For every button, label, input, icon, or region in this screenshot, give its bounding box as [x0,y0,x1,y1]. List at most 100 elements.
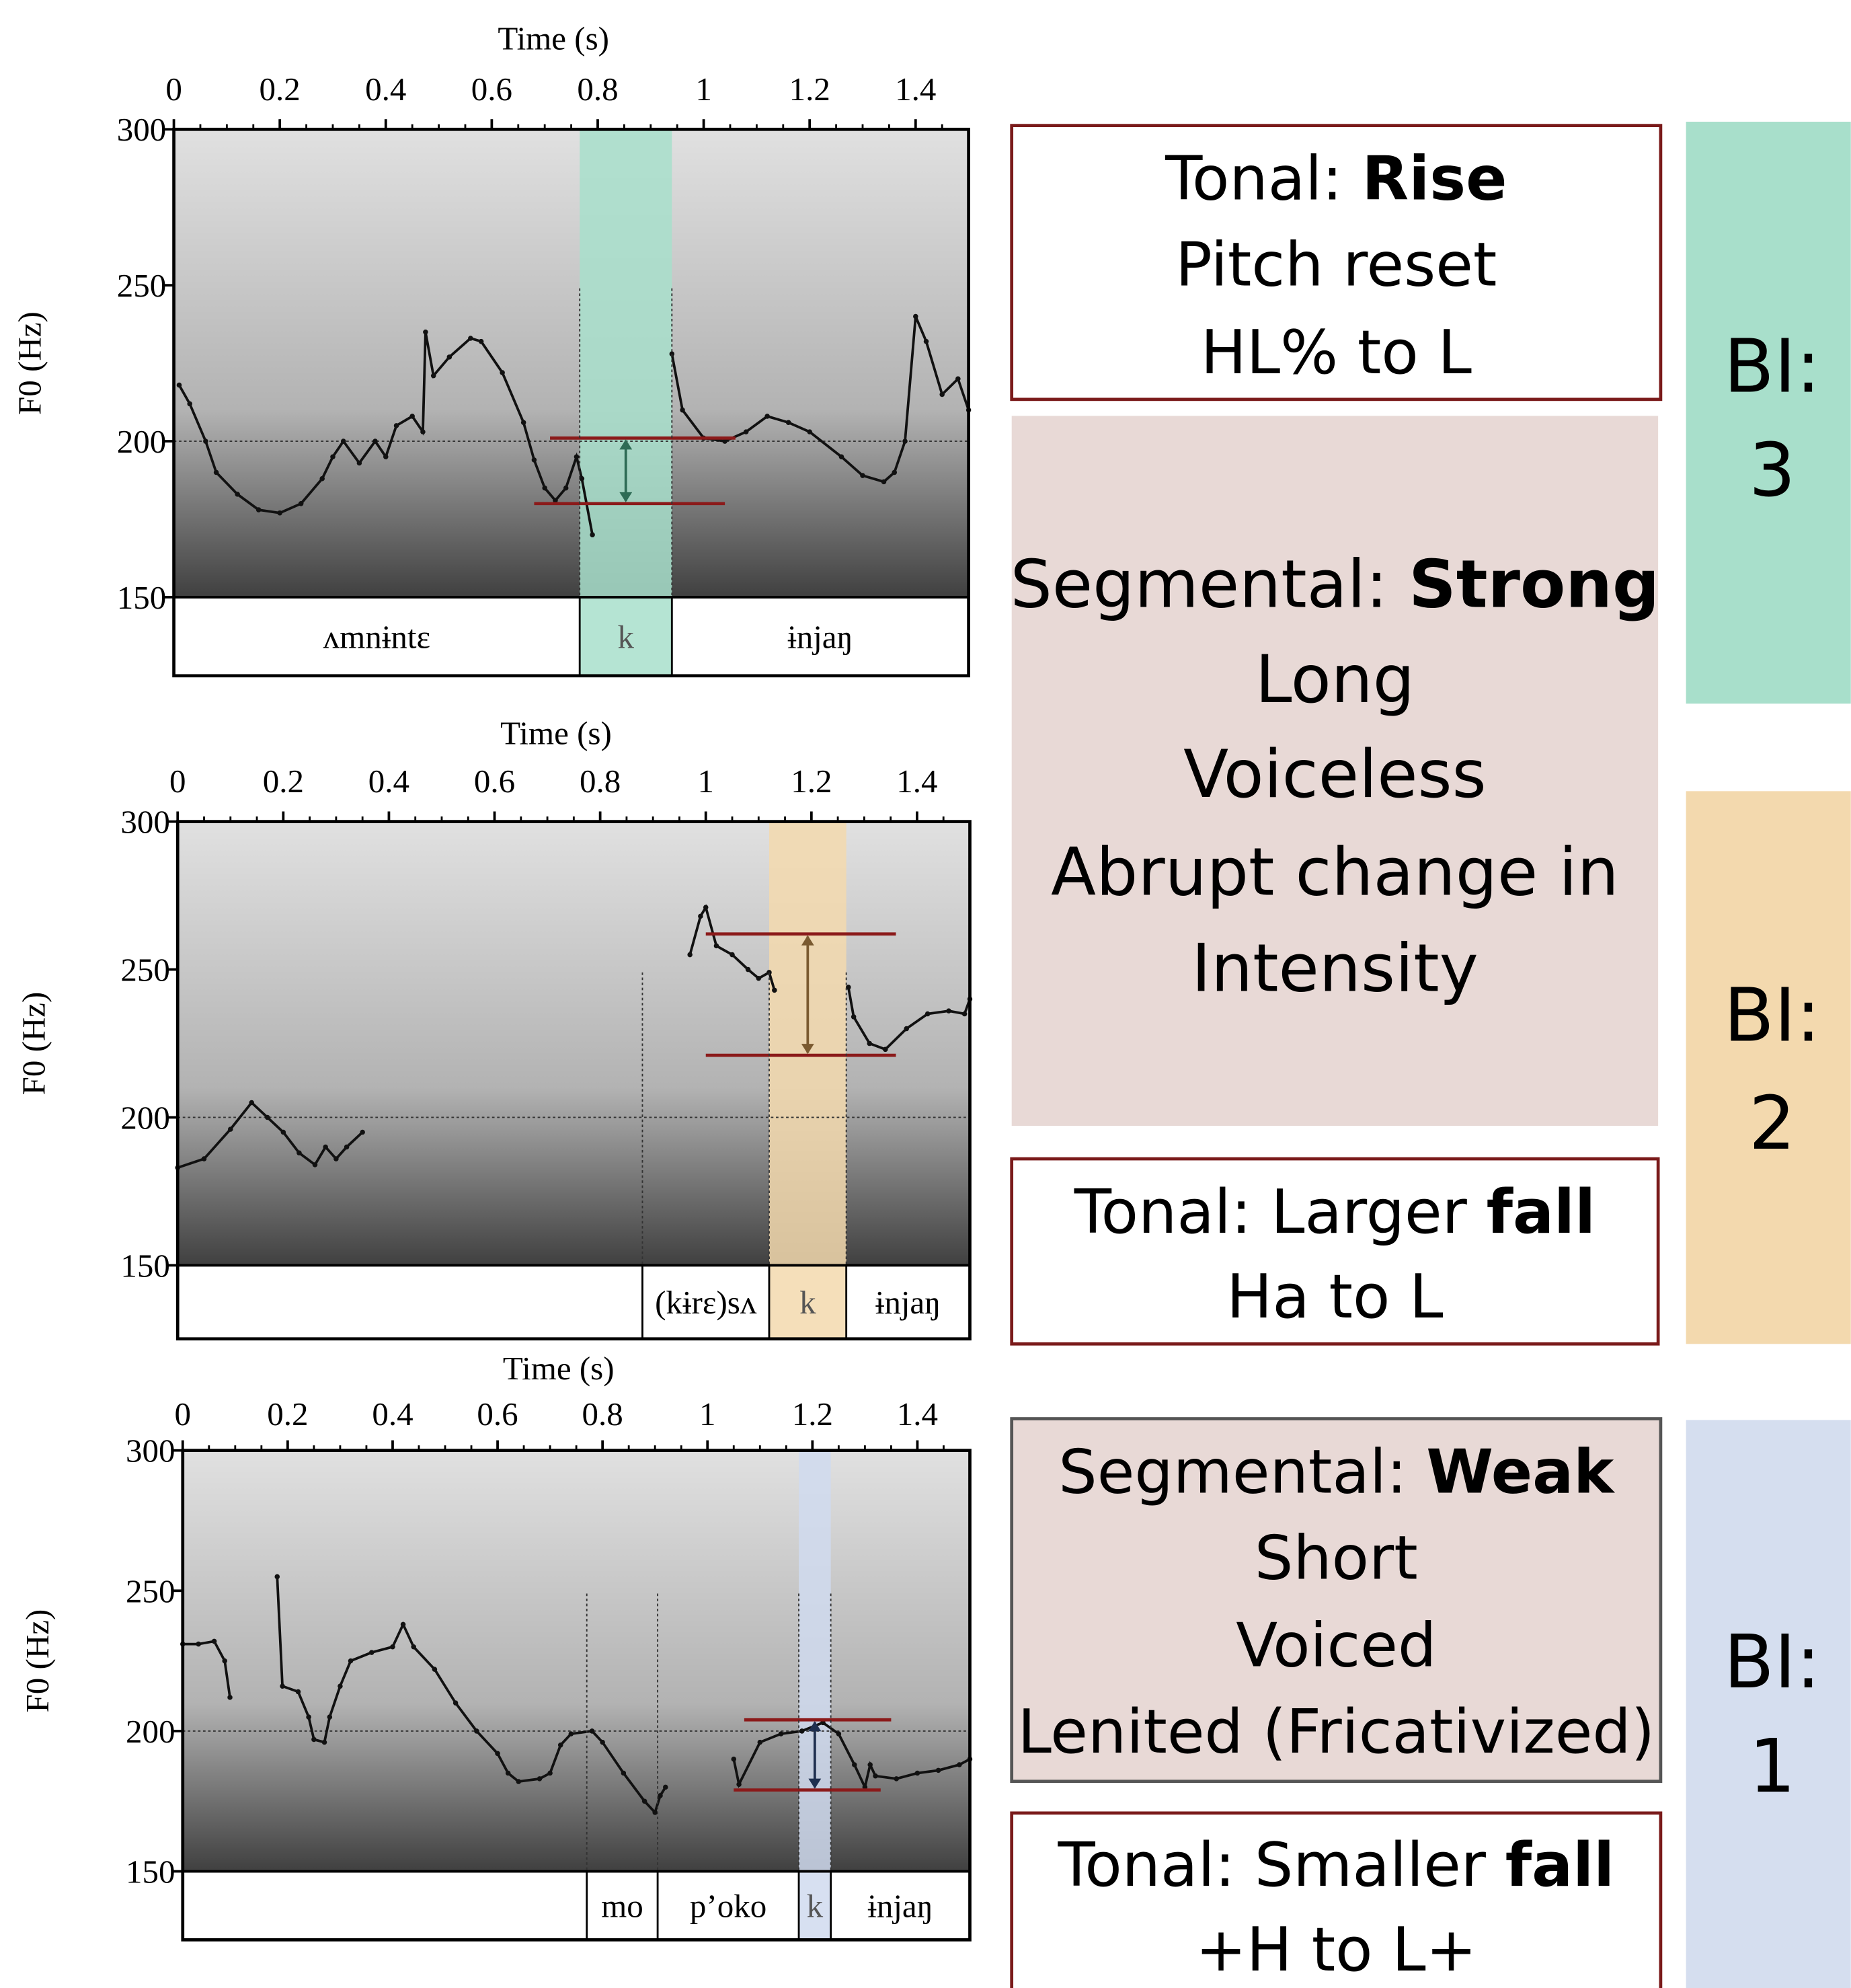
f0-point [542,485,547,491]
f0-point [785,420,791,425]
break-index-label: BI: [1724,324,1821,410]
f0-point [432,1667,438,1672]
annotation-text: Segmental: [1058,1437,1426,1507]
f0-point [652,1810,658,1815]
f0-point [468,336,473,341]
f0-point [680,407,685,413]
f0-point [213,469,219,475]
annotation-line: HL% to L [1201,317,1472,388]
f0-point [923,338,929,344]
f0-point [641,1798,647,1804]
annotation-emphasis: Strong [1409,546,1659,623]
f0-point [500,370,505,375]
f0-point [176,382,182,388]
f0-point [961,1011,968,1017]
x-axis-title: Time (s) [500,715,612,752]
f0-point [703,905,709,910]
f0-point [955,376,961,382]
f0-point [446,354,452,360]
x-tick-label: 0.6 [477,1396,518,1432]
y-tick-label: 150 [120,1247,169,1284]
f0-point [756,975,762,981]
f0-point [557,1743,563,1748]
f0-point [452,1700,459,1706]
x-tick-label: 0.2 [263,763,304,800]
f0-point [736,1782,742,1787]
f0-point [333,1156,339,1161]
segment-label: p’oko [690,1887,766,1924]
f0-point [574,454,580,460]
f0-point [340,438,346,444]
x-axis-title: Time (s) [498,20,609,57]
f0-point [579,475,585,482]
plot-frame [175,820,972,1341]
x-tick-label: 1 [695,71,712,108]
break-index-label: 1 [1749,1724,1796,1809]
f0-point [280,1683,285,1689]
y-tick-label: 300 [117,111,167,148]
annotation-text: Tonal: Smaller [1057,1830,1505,1901]
x-tick-label: 1 [699,1396,716,1432]
x-tick-label: 1 [697,763,713,800]
x-tick-label: 0.8 [582,1396,623,1432]
f0-point [338,1683,343,1689]
f0-point [935,1767,941,1773]
annotation-line: Abrupt change in [1051,834,1619,911]
f0-point [311,1736,317,1743]
f0-point [531,457,537,463]
f0-point [778,1731,784,1736]
y-axis-title: F0 (Hz) [11,311,48,415]
f0-point [838,454,844,460]
f0-point [883,1046,888,1053]
f0-point [867,1762,873,1767]
segment-label: mo [601,1887,643,1924]
f0-point [409,414,415,419]
y-tick-label: 250 [126,1572,175,1609]
f0-point [203,438,208,444]
f0-point [600,1739,605,1745]
annotation-emphasis: Weak [1426,1437,1615,1507]
annotation-line: Short [1255,1523,1418,1594]
y-tick-label: 200 [126,1713,175,1750]
segment-label: ɨnjaŋ [787,618,853,655]
f0-point [344,1144,350,1150]
f0-point [852,1762,857,1767]
annotation-box [1010,1811,1663,1988]
f0-point [957,1762,962,1767]
f0-point [201,1156,207,1161]
annotation-box [1010,1157,1660,1346]
f0-point [520,420,526,425]
f0-point [312,1162,318,1168]
f0-point [505,1770,511,1776]
x-tick-label: 0 [175,1396,192,1432]
f0-point [698,913,703,919]
y-tick-label: 150 [117,579,167,616]
f0-point [211,1638,217,1644]
annotation-line: Voiceless [1183,736,1487,813]
f0-point [904,1026,909,1032]
f0-point [321,1739,327,1745]
f0-point [249,1100,254,1106]
f0-point [836,1731,842,1736]
f0-point [323,1144,328,1150]
f0-point [297,1150,302,1156]
f0-point [474,1728,479,1734]
f0-point [892,469,898,475]
annotation-line: Tonal: Rise [1165,144,1507,215]
highlight [769,821,846,1339]
f0-point [274,1574,280,1580]
f0-point [568,1731,574,1736]
x-tick-label: 1.4 [896,763,937,800]
x-tick-label: 0 [169,763,186,800]
f0-point [277,510,282,516]
f0-point [227,1695,233,1700]
y-axis-title: F0 (Hz) [15,992,52,1096]
y-tick-label: 250 [120,952,169,989]
f0-point [228,1126,233,1132]
annotation-line: Segmental: Strong [1011,546,1660,623]
f0-point [873,1773,878,1779]
x-tick-label: 1.2 [791,763,832,800]
f0-point [713,943,719,949]
annotation-emphasis: fall [1505,1830,1614,1901]
